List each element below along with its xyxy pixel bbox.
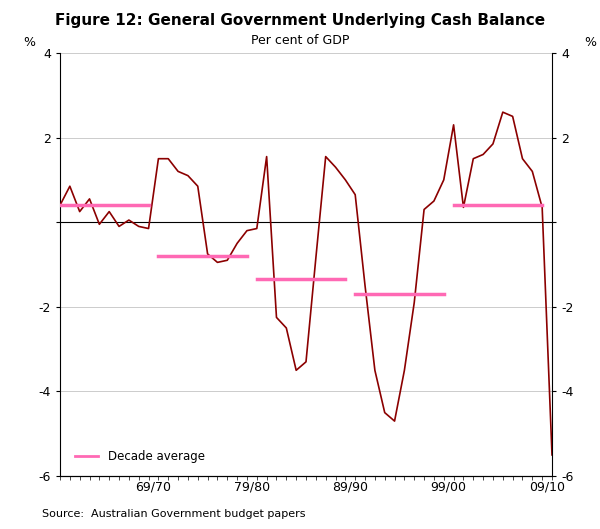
Text: %: % [584,35,596,49]
Text: Source:  Australian Government budget papers: Source: Australian Government budget pap… [42,509,305,519]
Text: Per cent of GDP: Per cent of GDP [251,34,349,48]
Legend: Decade average: Decade average [70,445,209,468]
Text: %: % [23,35,35,49]
Text: Figure 12: General Government Underlying Cash Balance: Figure 12: General Government Underlying… [55,13,545,28]
